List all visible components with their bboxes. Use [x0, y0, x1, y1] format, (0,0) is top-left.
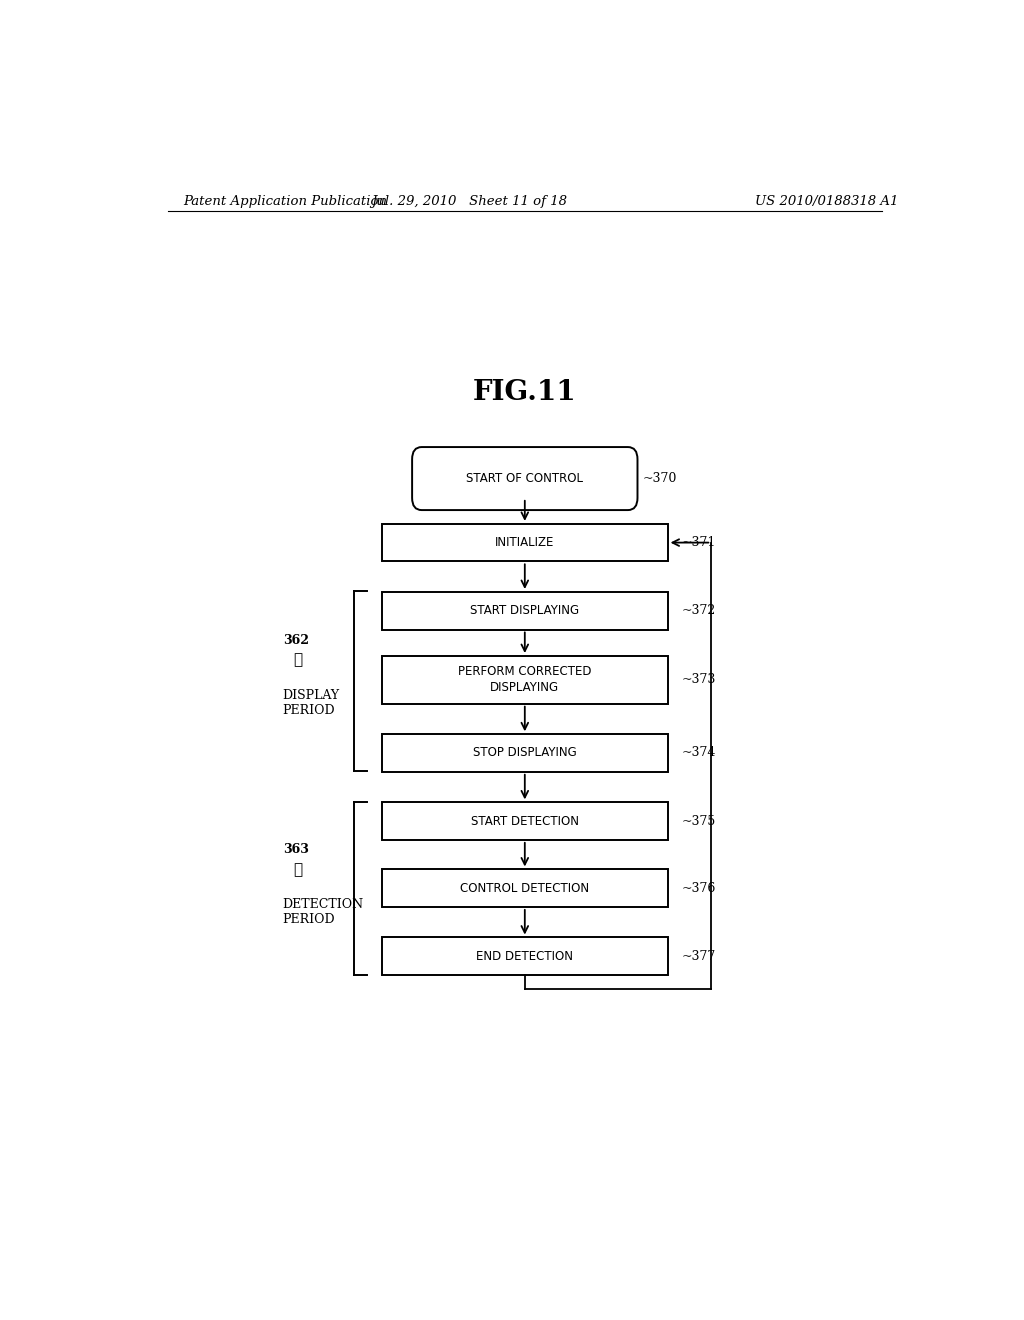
- FancyBboxPatch shape: [382, 591, 668, 630]
- Text: 363: 363: [283, 843, 308, 857]
- FancyBboxPatch shape: [382, 937, 668, 975]
- Text: ⌟: ⌟: [293, 653, 302, 668]
- Text: ~377: ~377: [682, 950, 716, 962]
- Text: Patent Application Publication: Patent Application Publication: [183, 194, 387, 207]
- Text: ~375: ~375: [682, 814, 716, 828]
- FancyBboxPatch shape: [382, 870, 668, 907]
- Text: Jul. 29, 2010   Sheet 11 of 18: Jul. 29, 2010 Sheet 11 of 18: [372, 194, 567, 207]
- Text: FIG.11: FIG.11: [473, 379, 577, 405]
- FancyBboxPatch shape: [382, 524, 668, 561]
- Text: START DISPLAYING: START DISPLAYING: [470, 605, 580, 618]
- Text: PERFORM CORRECTED
DISPLAYING: PERFORM CORRECTED DISPLAYING: [458, 665, 592, 694]
- Text: ~372: ~372: [682, 605, 716, 618]
- Text: DISPLAY
PERIOD: DISPLAY PERIOD: [283, 689, 340, 717]
- FancyBboxPatch shape: [382, 734, 668, 772]
- Text: STOP DISPLAYING: STOP DISPLAYING: [473, 747, 577, 759]
- FancyBboxPatch shape: [382, 803, 668, 840]
- Text: ~373: ~373: [682, 673, 717, 686]
- Text: 362: 362: [283, 634, 309, 647]
- Text: ~376: ~376: [682, 882, 717, 895]
- Text: INITIALIZE: INITIALIZE: [496, 536, 554, 549]
- Text: CONTROL DETECTION: CONTROL DETECTION: [460, 882, 590, 895]
- Text: ~374: ~374: [682, 747, 717, 759]
- Text: START OF CONTROL: START OF CONTROL: [466, 473, 584, 484]
- Text: DETECTION
PERIOD: DETECTION PERIOD: [283, 899, 364, 927]
- Text: START DETECTION: START DETECTION: [471, 814, 579, 828]
- FancyBboxPatch shape: [382, 656, 668, 704]
- FancyBboxPatch shape: [412, 447, 638, 510]
- Text: US 2010/0188318 A1: US 2010/0188318 A1: [755, 194, 898, 207]
- Text: END DETECTION: END DETECTION: [476, 950, 573, 962]
- Text: ~371: ~371: [682, 536, 717, 549]
- Text: ⌟: ⌟: [293, 863, 302, 876]
- Text: ~370: ~370: [642, 473, 677, 484]
